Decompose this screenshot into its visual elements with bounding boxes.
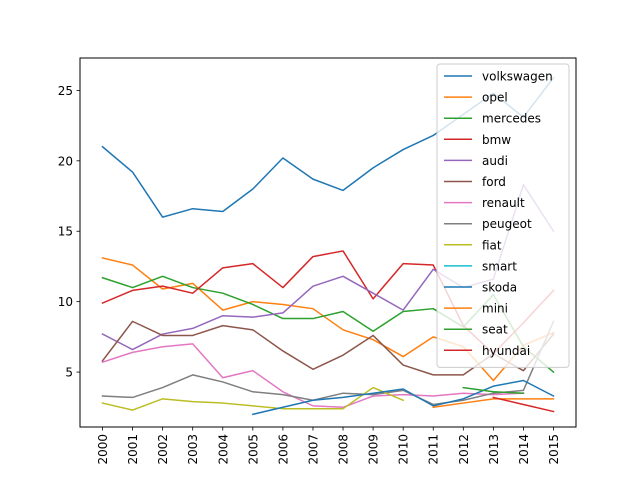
legend-label-volkswagen: volkswagen (482, 70, 553, 84)
y-tick-label: 15 (58, 225, 73, 239)
series-line-seat (462, 386, 525, 394)
legend-label-smart: smart (482, 259, 517, 273)
series-line-peugeot (101, 320, 555, 406)
legend-label-seat: seat (482, 323, 508, 337)
legend-label-bmw: bmw (482, 133, 511, 147)
y-tick-label: 25 (58, 84, 73, 98)
x-tick-label: 2014 (517, 434, 531, 465)
x-tick-label: 2009 (367, 434, 381, 465)
x-tick-label: 2015 (547, 434, 561, 465)
y-axis: 5 10 15 20 25 (58, 84, 80, 380)
legend-label-peugeot: peugeot (482, 217, 532, 231)
x-tick-label: 2002 (156, 434, 170, 465)
legend-label-mercedes: mercedes (482, 112, 541, 126)
x-tick-label: 2001 (126, 434, 140, 465)
series-line-mini (432, 398, 555, 409)
x-tick-label: 2004 (216, 434, 230, 465)
legend-label-hyundai: hyundai (482, 344, 530, 358)
legend-label-skoda: skoda (482, 281, 517, 295)
x-tick-label: 2000 (96, 434, 110, 465)
x-tick-label: 2012 (457, 434, 471, 465)
legend-label-ford: ford (482, 175, 506, 189)
y-tick-label: 10 (58, 295, 73, 309)
legend-label-mini: mini (482, 302, 508, 316)
series-line-fiat (101, 386, 405, 411)
legend-label-opel: opel (482, 91, 508, 105)
y-tick-label: 5 (65, 366, 73, 380)
series-line-renault (101, 343, 525, 409)
x-tick-label: 2013 (487, 434, 501, 465)
legend-label-audi: audi (482, 154, 508, 168)
x-tick-label: 2007 (306, 434, 320, 465)
x-tick-label: 2005 (246, 434, 260, 465)
x-axis: 2000 2001 2002 2003 2004 2005 2006 2007 2008 2009… (96, 427, 561, 465)
legend-label-fiat: fiat (482, 238, 502, 252)
series-lines (101, 76, 555, 416)
legend: volkswagen opel mercedes bmw audi ford renault… (436, 63, 570, 368)
x-tick-label: 2011 (427, 434, 441, 465)
plot-area-frame (79, 57, 577, 428)
x-tick-label: 2006 (276, 434, 290, 465)
x-tick-label: 2003 (186, 434, 200, 465)
x-tick-label: 2010 (397, 434, 411, 465)
series-line-skoda (251, 379, 555, 416)
legend-label-renault: renault (482, 196, 525, 210)
x-tick-label: 2008 (337, 434, 351, 465)
y-tick-label: 20 (58, 154, 73, 168)
series-line-hyundai (492, 396, 555, 413)
